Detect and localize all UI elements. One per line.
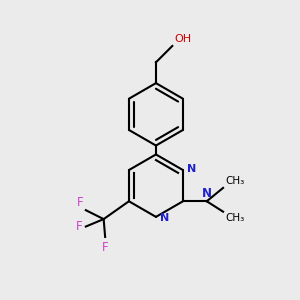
- Text: CH₃: CH₃: [226, 213, 245, 223]
- Text: F: F: [76, 220, 83, 233]
- Text: N: N: [202, 187, 212, 200]
- Text: N: N: [160, 213, 169, 224]
- Text: N: N: [187, 164, 196, 174]
- Text: F: F: [77, 196, 83, 209]
- Text: OH: OH: [175, 34, 192, 44]
- Text: F: F: [102, 241, 109, 254]
- Text: CH₃: CH₃: [226, 176, 245, 186]
